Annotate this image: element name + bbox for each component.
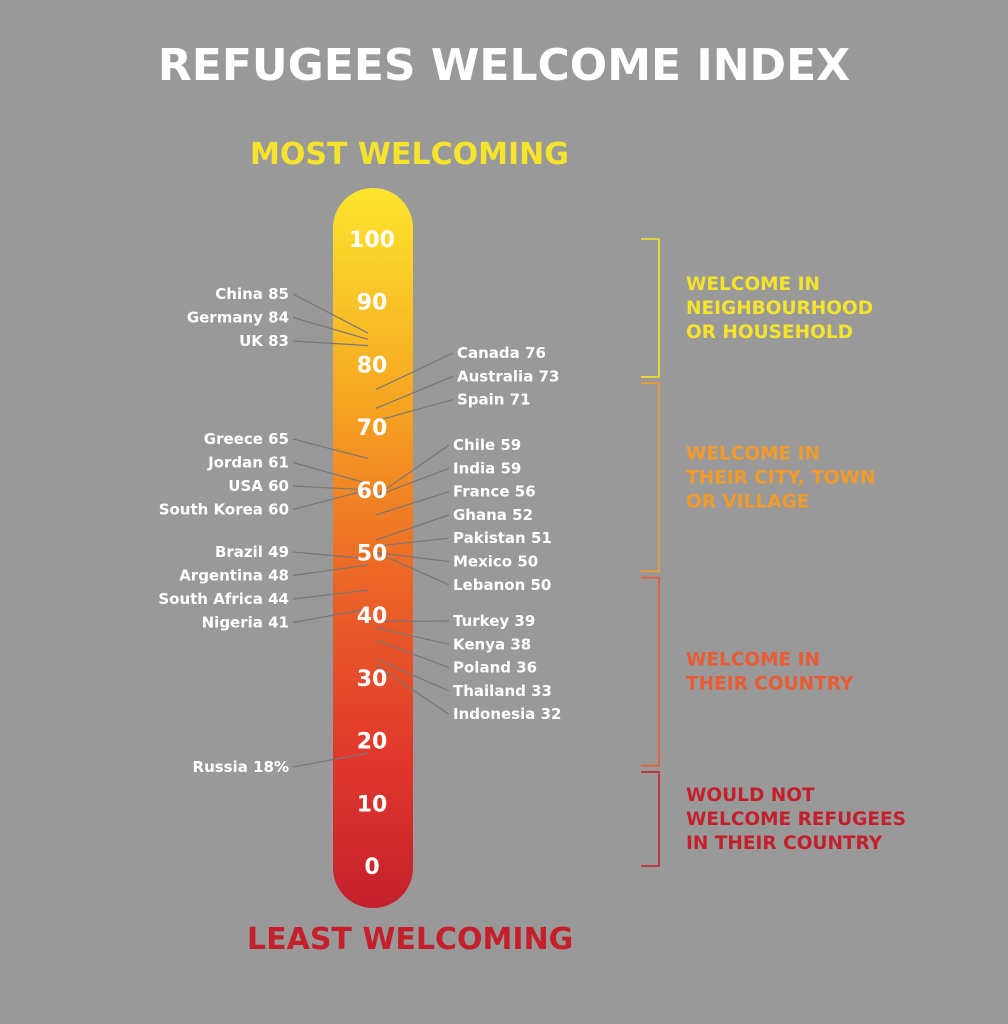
leader-line-france xyxy=(375,491,450,516)
leader-line-uk xyxy=(292,340,369,347)
leader-line-indonesia xyxy=(375,664,450,715)
leader-line-china xyxy=(292,293,369,334)
country-label-germany: Germany 84 xyxy=(187,309,289,327)
leader-line-brazil xyxy=(292,551,369,560)
country-label-china: China 85 xyxy=(215,285,289,303)
leader-line-south-korea xyxy=(292,489,369,511)
leader-line-lebanon xyxy=(375,551,450,586)
tick-label-50: 50 xyxy=(357,542,388,567)
country-label-russia: Russia 18% xyxy=(193,758,289,776)
tick-label-90: 90 xyxy=(357,291,388,316)
country-label-france: France 56 xyxy=(453,483,536,501)
country-label-australia: Australia 73 xyxy=(457,367,559,385)
band-label-line: OR HOUSEHOLD xyxy=(686,322,853,343)
left-country-labels: China 85 Germany 84 UK 83 Greece 65 Jordan 6… xyxy=(158,285,289,776)
band-bracket xyxy=(641,771,660,867)
country-label-south-africa: South Africa 44 xyxy=(158,590,289,608)
leader-line-jordan xyxy=(292,461,369,485)
country-label-argentina: Argentina 48 xyxy=(179,567,289,585)
leader-line-canada xyxy=(375,352,454,391)
leader-line-greece xyxy=(292,438,369,460)
tick-label-20: 20 xyxy=(357,730,388,755)
leader-line-mexico xyxy=(375,551,450,563)
band-label-line: WELCOME IN xyxy=(686,650,820,671)
leader-line-nigeria xyxy=(292,608,369,624)
country-label-chile: Chile 59 xyxy=(453,436,521,454)
band-label-line: NEIGHBOURHOOD xyxy=(686,298,873,319)
country-label-uk: UK 83 xyxy=(239,332,289,350)
leader-lines xyxy=(292,293,454,768)
band-label-line: THEIR COUNTRY xyxy=(686,674,854,695)
tick-label-100: 100 xyxy=(349,228,395,253)
tick-label-60: 60 xyxy=(357,479,388,504)
tick-label-40: 40 xyxy=(357,604,388,629)
page-title: REFUGEES WELCOME INDEX xyxy=(157,40,851,91)
country-label-ghana: Ghana 52 xyxy=(453,506,533,524)
band-label-line: WELCOME REFUGEES xyxy=(686,809,906,830)
leader-line-india xyxy=(375,467,450,497)
leader-line-australia xyxy=(375,375,454,409)
country-label-greece: Greece 65 xyxy=(204,430,289,448)
right-country-labels: Canada 76 Australia 73 Spain 71 Chile 59 Ind… xyxy=(453,344,561,723)
country-label-usa: USA 60 xyxy=(228,477,289,495)
band-bracket xyxy=(641,576,660,767)
country-label-nigeria: Nigeria 41 xyxy=(202,614,289,632)
leader-line-argentina xyxy=(292,564,369,577)
band-bracket xyxy=(641,238,660,378)
band-1: WELCOME IN NEIGHBOURHOOD OR HOUSEHOLD xyxy=(641,238,873,378)
country-label-poland: Poland 36 xyxy=(453,659,537,677)
country-label-brazil: Brazil 49 xyxy=(215,543,289,561)
band-3: WELCOME IN THEIR COUNTRY xyxy=(641,576,854,767)
leader-line-pakistan xyxy=(375,537,450,547)
band-label-line: WOULD NOT xyxy=(686,785,815,806)
band-bracket xyxy=(641,382,660,573)
country-label-turkey: Turkey 39 xyxy=(453,612,535,630)
leader-line-poland xyxy=(375,639,450,669)
country-label-canada: Canada 76 xyxy=(457,344,546,362)
most-welcoming-label: MOST WELCOMING xyxy=(250,137,569,172)
least-welcoming-label: LEAST WELCOMING xyxy=(247,922,574,957)
country-label-kenya: Kenya 38 xyxy=(453,635,531,653)
thermometer-bar xyxy=(333,188,413,908)
country-label-spain: Spain 71 xyxy=(457,391,531,409)
band-label-line: WELCOME IN xyxy=(686,274,820,295)
country-label-thailand: Thailand 33 xyxy=(453,682,552,700)
leader-line-chile xyxy=(375,444,450,497)
tick-label-10: 10 xyxy=(357,792,388,817)
tick-label-0: 0 xyxy=(364,855,379,880)
tick-label-30: 30 xyxy=(357,667,388,692)
leader-line-spain xyxy=(375,399,454,422)
leader-line-usa xyxy=(292,485,369,491)
band-label-line: THEIR CITY, TOWN xyxy=(686,467,875,488)
leader-line-russia xyxy=(292,752,369,768)
country-label-jordan: Jordan 61 xyxy=(207,454,289,472)
leader-line-ghana xyxy=(375,514,450,541)
band-4: WOULD NOT WELCOME REFUGEES IN THEIR COUNTR… xyxy=(641,771,906,867)
leader-line-germany xyxy=(292,316,369,340)
tick-label-70: 70 xyxy=(357,416,388,441)
country-label-indonesia: Indonesia 32 xyxy=(453,705,561,723)
country-label-south-korea: South Korea 60 xyxy=(159,501,289,519)
leader-line-thailand xyxy=(375,658,450,692)
band-2: WELCOME IN THEIR CITY, TOWN OR VILLAGE xyxy=(641,382,875,573)
tick-label-80: 80 xyxy=(357,353,388,378)
leader-line-south-africa xyxy=(292,589,369,600)
band-label-line: WELCOME IN xyxy=(686,443,820,464)
country-label-india: India 59 xyxy=(453,459,521,477)
country-label-mexico: Mexico 50 xyxy=(453,553,538,571)
band-label-line: IN THEIR COUNTRY xyxy=(686,833,883,854)
leader-line-kenya xyxy=(375,627,450,645)
country-label-pakistan: Pakistan 51 xyxy=(453,529,552,547)
country-label-lebanon: Lebanon 50 xyxy=(453,576,551,594)
band-label-line: OR VILLAGE xyxy=(686,491,809,512)
